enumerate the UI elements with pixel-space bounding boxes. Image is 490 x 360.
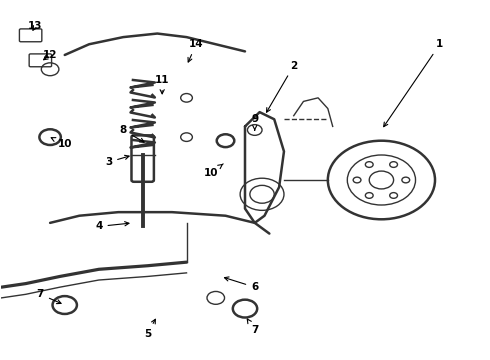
Text: 7: 7 bbox=[247, 319, 258, 335]
Text: 14: 14 bbox=[188, 39, 203, 62]
Text: 13: 13 bbox=[28, 21, 43, 31]
Text: 11: 11 bbox=[155, 75, 170, 94]
Text: 2: 2 bbox=[267, 61, 297, 112]
Text: 1: 1 bbox=[384, 39, 443, 127]
Text: 6: 6 bbox=[224, 277, 258, 292]
Text: 10: 10 bbox=[204, 164, 223, 178]
Text: 3: 3 bbox=[105, 155, 129, 167]
Text: 7: 7 bbox=[37, 289, 61, 303]
Text: 8: 8 bbox=[120, 125, 144, 142]
Text: 5: 5 bbox=[144, 319, 155, 339]
Text: 12: 12 bbox=[43, 50, 57, 60]
Text: 10: 10 bbox=[51, 138, 72, 149]
Text: 9: 9 bbox=[251, 114, 258, 130]
Text: 4: 4 bbox=[95, 221, 129, 231]
